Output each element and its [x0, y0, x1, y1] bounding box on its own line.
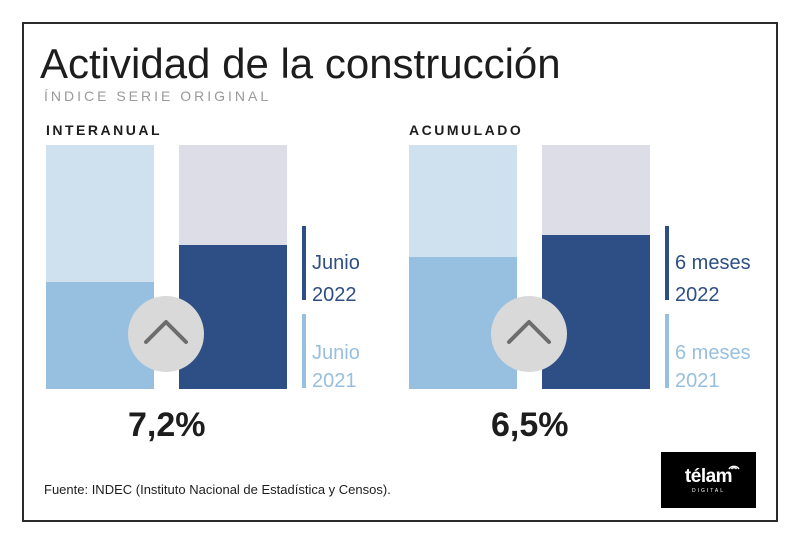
- highlight-value-acumulado: 6,5%: [491, 406, 569, 444]
- legend-marker-prev: [302, 314, 306, 388]
- trend-badge: [491, 296, 567, 372]
- legend-label-prev-year: 2021: [675, 370, 720, 392]
- chart-subtitle: ÍNDICE SERIE ORIGINAL: [44, 88, 272, 104]
- legend-marker-curr: [665, 226, 669, 300]
- highlight-value-interanual: 7,2%: [128, 406, 206, 444]
- legend-label-prev-period: Junio: [312, 342, 360, 364]
- chart-acumulado: [409, 145, 650, 389]
- legend-label-curr-period: 6 meses: [675, 252, 751, 274]
- chart-interanual: [46, 145, 287, 389]
- signal-icon: [728, 465, 740, 470]
- legend-marker-curr: [302, 226, 306, 300]
- chevron-up-icon: [507, 320, 551, 344]
- trend-badge: [128, 296, 204, 372]
- chart-title: Actividad de la construcción: [40, 40, 561, 87]
- legend-label-curr-period: Junio: [312, 252, 360, 274]
- logo-subtext: DIGITAL: [691, 488, 726, 494]
- section-label-interanual: INTERANUAL: [46, 122, 162, 138]
- legend-marker-prev: [665, 314, 669, 388]
- legend-label-curr-year: 2022: [312, 284, 357, 306]
- legend-label-prev-period: 6 meses: [675, 342, 751, 364]
- legend-label-curr-year: 2022: [675, 284, 720, 306]
- chevron-up-icon: [144, 320, 188, 344]
- logo-wordmark: télam: [684, 466, 733, 487]
- telam-logo: télam DIGITAL: [661, 452, 756, 508]
- source-note: Fuente: INDEC (Instituto Nacional de Est…: [44, 482, 391, 497]
- legend-label-prev-year: 2021: [312, 370, 357, 392]
- section-label-acumulado: ACUMULADO: [409, 122, 524, 138]
